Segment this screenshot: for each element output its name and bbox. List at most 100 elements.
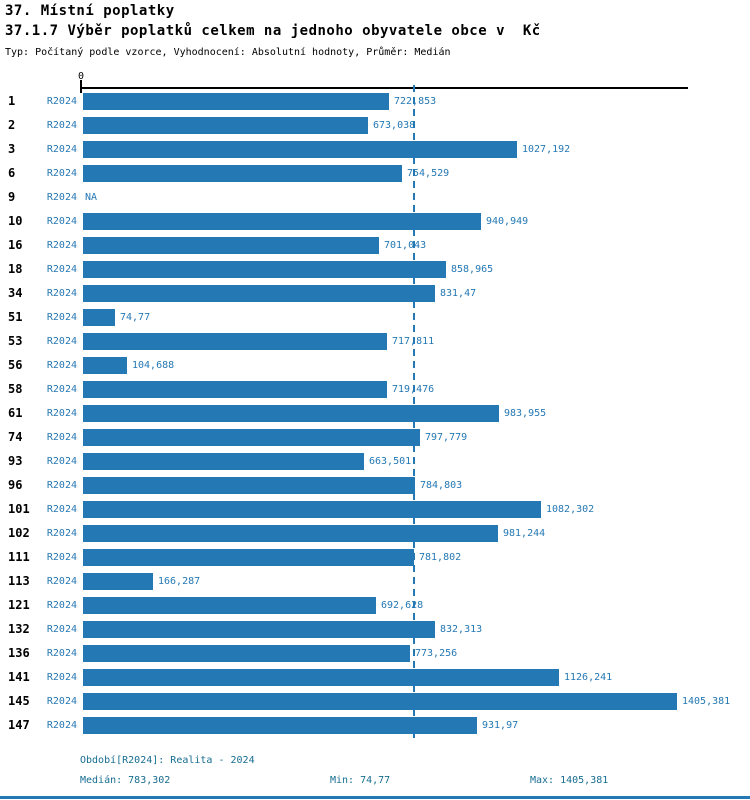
value-label: 831,47	[440, 288, 477, 299]
footer-period-line: Období[R2024]: Realita - 2024	[80, 755, 255, 766]
chart-row: 10 R2024 940,949	[0, 210, 750, 234]
chart-row: 132 R2024 832,313	[0, 618, 750, 642]
chart-row: 113 R2024 166,287	[0, 570, 750, 594]
row-rank: 16	[8, 238, 23, 252]
bar	[83, 693, 677, 710]
row-rank: 113	[8, 574, 30, 588]
chart-row: 34 R2024 831,47	[0, 282, 750, 306]
row-rank: 111	[8, 550, 30, 564]
row-period-label: R2024	[46, 432, 77, 443]
row-period-label: R2024	[46, 120, 77, 131]
row-period-label: R2024	[46, 720, 77, 731]
chart-row: 58 R2024 719,476	[0, 378, 750, 402]
chart-row: 2 R2024 673,038	[0, 114, 750, 138]
row-rank: 34	[8, 286, 23, 300]
bar	[83, 141, 517, 158]
row-rank: 96	[8, 478, 23, 492]
row-rank: 6	[8, 166, 16, 180]
row-rank: 10	[8, 214, 23, 228]
row-rank: 58	[8, 382, 23, 396]
row-plot-area: 832,313	[83, 621, 750, 638]
chart-row: 96 R2024 784,803	[0, 474, 750, 498]
row-rank: 121	[8, 598, 30, 612]
value-label: 940,949	[486, 216, 529, 227]
value-label: 1405,381	[682, 696, 731, 707]
row-rank: 56	[8, 358, 23, 372]
row-rank: 2	[8, 118, 16, 132]
bar	[83, 549, 414, 566]
value-label: 784,803	[420, 480, 463, 491]
value-label: 719,476	[392, 384, 435, 395]
row-period-label: R2024	[46, 600, 77, 611]
value-label: 773,256	[415, 648, 458, 659]
value-label: NA	[85, 192, 98, 203]
row-plot-area: 1126,241	[83, 669, 750, 686]
row-plot-area: 722,853	[83, 93, 750, 110]
row-rank: 147	[8, 718, 30, 732]
row-plot-area: 781,802	[83, 549, 750, 566]
axis-line	[81, 87, 688, 89]
chart-row: 53 R2024 717,811	[0, 330, 750, 354]
row-plot-area: 701,043	[83, 237, 750, 254]
row-plot-area: 858,965	[83, 261, 750, 278]
chart-row: 56 R2024 104,688	[0, 354, 750, 378]
bar	[83, 93, 389, 110]
row-plot-area: 74,77	[83, 309, 750, 326]
value-label: 701,043	[384, 240, 427, 251]
chart-row: 111 R2024 781,802	[0, 546, 750, 570]
row-period-label: R2024	[46, 312, 77, 323]
row-period-label: R2024	[46, 408, 77, 419]
bar	[83, 405, 499, 422]
row-rank: 61	[8, 406, 23, 420]
chart-row: 141 R2024 1126,241	[0, 666, 750, 690]
row-period-label: R2024	[46, 144, 77, 155]
bar	[83, 261, 446, 278]
row-plot-area: 104,688	[83, 357, 750, 374]
row-period-label: R2024	[46, 504, 77, 515]
bar	[83, 165, 402, 182]
value-label: 166,287	[158, 576, 201, 587]
chart-row: 1 R2024 722,853	[0, 90, 750, 114]
footer-max-label: Max: 1405,381	[530, 775, 609, 786]
bar	[83, 213, 481, 230]
bar	[83, 573, 153, 590]
axis-zero-label: 0	[77, 71, 85, 82]
row-period-label: R2024	[46, 624, 77, 635]
row-period-label: R2024	[46, 672, 77, 683]
value-label: 692,628	[381, 600, 424, 611]
row-rank: 93	[8, 454, 23, 468]
row-rank: 141	[8, 670, 30, 684]
row-rank: 132	[8, 622, 30, 636]
value-label: 832,313	[440, 624, 483, 635]
row-plot-area: 784,803	[83, 477, 750, 494]
row-period-label: R2024	[46, 264, 77, 275]
row-rank: 1	[8, 94, 16, 108]
row-plot-area: 773,256	[83, 645, 750, 662]
footer-min-label: Min: 74,77	[330, 775, 391, 786]
row-period-label: R2024	[46, 240, 77, 251]
value-label: 1082,302	[546, 504, 595, 515]
row-plot-area: 1082,302	[83, 501, 750, 518]
row-period-label: R2024	[46, 288, 77, 299]
value-label: 717,811	[392, 336, 435, 347]
row-rank: 9	[8, 190, 16, 204]
row-period-label: R2024	[46, 576, 77, 587]
row-period-label: R2024	[46, 648, 77, 659]
row-period-label: R2024	[46, 696, 77, 707]
chart-row: 9 R2024 NA	[0, 186, 750, 210]
row-period-label: R2024	[46, 456, 77, 467]
row-plot-area: 931,97	[83, 717, 750, 734]
bar	[83, 333, 387, 350]
row-plot-area: 981,244	[83, 525, 750, 542]
row-rank: 145	[8, 694, 30, 708]
value-label: 931,97	[482, 720, 519, 731]
chart-row: 147 R2024 931,97	[0, 714, 750, 738]
bar	[83, 501, 541, 518]
row-plot-area: 754,529	[83, 165, 750, 182]
row-plot-area: NA	[83, 189, 750, 206]
row-plot-area: 831,47	[83, 285, 750, 302]
chart-row: 18 R2024 858,965	[0, 258, 750, 282]
bottom-border-line	[0, 796, 750, 799]
chart-subtitle: 37.1.7 Výběr poplatků celkem na jednoho …	[5, 23, 541, 39]
